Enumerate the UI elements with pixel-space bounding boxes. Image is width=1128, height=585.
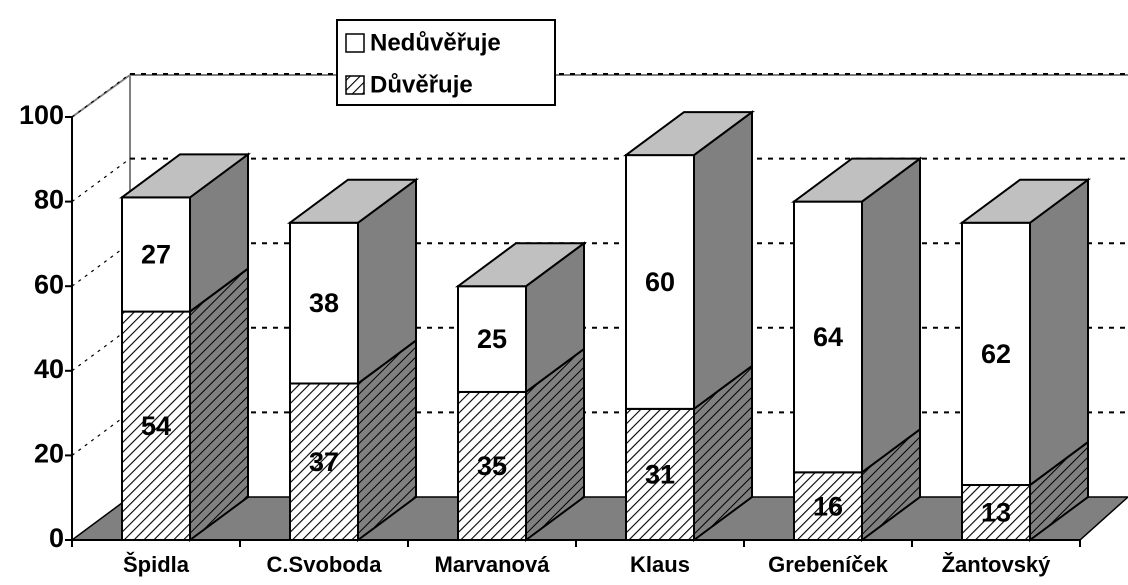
bar-segment xyxy=(121,310,191,541)
bar-top xyxy=(118,153,252,199)
data-label: 62 xyxy=(981,339,1011,369)
data-label: 38 xyxy=(309,288,339,318)
legend-label: Důvěřuje xyxy=(370,71,473,98)
y-tick-label: 40 xyxy=(34,354,64,384)
bar-segment xyxy=(961,484,1031,542)
data-label: 54 xyxy=(141,411,171,441)
wall-edge xyxy=(71,74,131,118)
y-tick-label: 60 xyxy=(34,269,64,299)
bar-side xyxy=(189,266,249,542)
data-label: 31 xyxy=(645,460,675,490)
bar-segment xyxy=(121,196,191,313)
legend-marker xyxy=(345,75,365,95)
bar-side xyxy=(861,156,921,475)
grid-line-side xyxy=(71,158,131,203)
data-label: 37 xyxy=(309,447,339,477)
legend-box xyxy=(336,19,556,106)
x-tick-label: Žantovský xyxy=(942,552,1052,577)
data-label: 16 xyxy=(813,491,843,521)
bar-top xyxy=(958,178,1092,224)
bar-segment xyxy=(457,390,527,542)
data-label: 25 xyxy=(477,324,507,354)
x-tick-label: Marvanová xyxy=(435,552,551,577)
bar-segment xyxy=(457,285,527,393)
bar-side xyxy=(693,110,753,411)
legend-marker xyxy=(345,33,365,53)
data-label: 60 xyxy=(645,267,675,297)
bar-segment xyxy=(961,221,1031,487)
x-tick-label: C.Svoboda xyxy=(267,552,383,577)
bar-segment xyxy=(625,154,695,410)
legend-label: Nedůvěřuje xyxy=(370,29,501,56)
bar-top xyxy=(790,157,924,203)
bar-segment xyxy=(793,200,863,474)
data-label: 35 xyxy=(477,451,507,481)
data-label: 13 xyxy=(981,498,1011,528)
bar-top xyxy=(622,111,756,157)
x-tick-label: Špidla xyxy=(123,552,190,577)
data-label: 64 xyxy=(813,322,843,352)
bar-top xyxy=(286,178,420,224)
x-tick-label: Klaus xyxy=(630,552,690,577)
x-tick-label: Grebeníček xyxy=(768,552,889,577)
data-label: 27 xyxy=(141,240,171,270)
bar-segment xyxy=(793,471,863,542)
bar-top xyxy=(454,242,588,288)
y-tick-label: 0 xyxy=(49,523,64,553)
y-tick-label: 100 xyxy=(19,100,64,130)
bar-side xyxy=(1029,177,1089,487)
y-tick-label: 80 xyxy=(34,185,64,215)
y-tick-label: 20 xyxy=(34,439,64,469)
